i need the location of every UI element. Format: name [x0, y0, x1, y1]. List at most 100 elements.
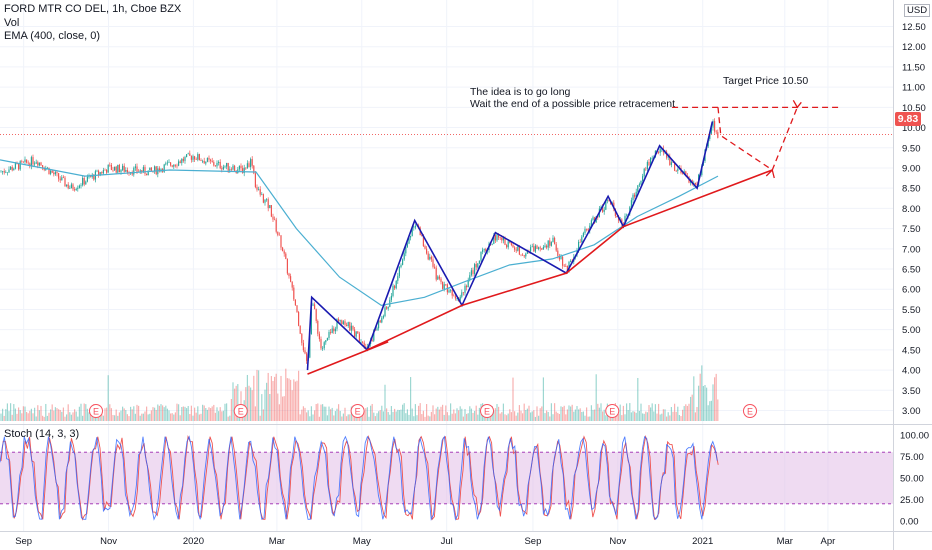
candle-body	[338, 319, 340, 322]
volume-bar	[630, 412, 632, 421]
candle-body	[170, 162, 172, 166]
volume-bar	[6, 403, 8, 421]
candle-body	[224, 166, 226, 168]
volume-bar	[333, 415, 335, 421]
volume-bar	[298, 370, 300, 421]
earnings-marker[interactable]: E	[743, 404, 758, 418]
stoch-k-line	[0, 435, 718, 521]
candle-body	[440, 278, 442, 282]
volume-bar	[22, 406, 24, 421]
time-axis[interactable]: Sep Nov 2020 Mar May Jul Sep Nov 2021 Mar Apr	[15, 536, 835, 547]
candle-body	[74, 189, 76, 191]
volume-bar	[29, 410, 31, 421]
volume-bar	[155, 409, 157, 421]
price-tick-label: 8.50	[902, 184, 921, 195]
volume-bar	[85, 404, 87, 421]
volume-bar	[133, 406, 135, 421]
price-axis[interactable]: 3.00 3.50 4.00 4.50 5.00 5.50 6.00 6.50 7.00 7.50…	[902, 22, 926, 417]
volume-bar	[595, 374, 597, 421]
candle-body	[336, 319, 338, 329]
volume-bar	[346, 416, 348, 421]
candle-body	[493, 235, 495, 244]
candle-body	[322, 348, 324, 349]
earnings-letter: E	[93, 407, 99, 417]
time-tick-label: May	[353, 536, 371, 547]
volume-bar	[99, 414, 101, 421]
drawings	[0, 100, 893, 375]
candle-body	[362, 342, 364, 343]
volume-bar	[603, 409, 605, 421]
volume-bar	[46, 415, 48, 421]
stoch-axis[interactable]: 0.00 25.00 50.00 75.00 100.00	[900, 431, 929, 528]
candle-body	[442, 281, 444, 289]
candle-body	[344, 321, 346, 325]
stoch-tick-label: 50.00	[900, 474, 924, 485]
idea-note: The idea is to go long Wait the end of a…	[470, 86, 675, 110]
candle-body	[229, 169, 231, 171]
volume-bar	[182, 406, 184, 421]
candle-body	[504, 237, 506, 245]
volume-bar	[211, 406, 213, 421]
candle-body	[349, 322, 351, 331]
candle-body	[277, 231, 279, 235]
candle-body	[54, 172, 56, 175]
symbol-title[interactable]: FORD MTR CO DEL, 1h, Cboe BZX	[4, 3, 182, 15]
volume-bar	[584, 415, 586, 421]
volume-bar	[488, 415, 490, 421]
price-tick-label: 7.00	[902, 244, 921, 255]
volume-bar	[709, 401, 711, 421]
ema-label[interactable]: EMA (400, close, 0)	[4, 30, 100, 42]
volume-bar	[397, 409, 399, 421]
earnings-marker[interactable]: E	[605, 404, 620, 418]
volume-bar	[587, 416, 589, 421]
volume-bar	[411, 408, 413, 421]
candle-body	[555, 244, 557, 251]
candle-body	[259, 189, 261, 195]
earnings-circle	[233, 404, 248, 418]
candle-body	[314, 304, 316, 310]
earnings-marker[interactable]: E	[233, 404, 248, 418]
volume-bar	[619, 404, 621, 421]
volume-bar	[494, 408, 496, 421]
candle-body	[142, 167, 144, 173]
earnings-marker[interactable]: E	[350, 404, 365, 418]
earnings-letter: E	[238, 407, 244, 417]
candle-body	[19, 161, 21, 170]
volume-bar	[166, 408, 168, 421]
earnings-marker[interactable]: E	[480, 404, 495, 418]
volume-bar	[515, 415, 517, 421]
candle-body	[80, 185, 82, 186]
volume-bar	[459, 406, 461, 421]
earnings-marker[interactable]: E	[89, 404, 104, 418]
candle-body	[602, 207, 604, 212]
volume-bar	[230, 398, 232, 421]
projection-arrow-down	[765, 168, 775, 179]
candle-body	[475, 264, 477, 268]
volume-bar	[478, 407, 480, 421]
price-tick-label: 4.50	[902, 345, 921, 356]
stoch-title[interactable]: Stoch (14, 3, 3)	[4, 428, 80, 440]
candle-body	[26, 159, 28, 163]
candle-body	[266, 199, 268, 200]
candle-body	[27, 162, 29, 164]
candle-body	[240, 165, 242, 169]
candle-body	[587, 229, 589, 231]
volume-bar	[123, 408, 125, 421]
candle-body	[53, 172, 55, 175]
currency-label[interactable]: USD	[904, 4, 931, 17]
candle-body	[107, 164, 109, 173]
candle-body	[270, 205, 272, 217]
candle-body	[173, 164, 175, 167]
candle-body	[459, 296, 461, 302]
volume-bar	[58, 409, 60, 421]
volume-bar	[218, 411, 220, 421]
volume-bar	[162, 405, 164, 421]
volume-bar	[659, 414, 661, 421]
candle-body	[534, 245, 536, 252]
volume-bar	[205, 408, 207, 421]
candle-body	[506, 244, 508, 248]
volume-label[interactable]: Vol	[4, 16, 20, 29]
volume-bar	[373, 412, 375, 421]
